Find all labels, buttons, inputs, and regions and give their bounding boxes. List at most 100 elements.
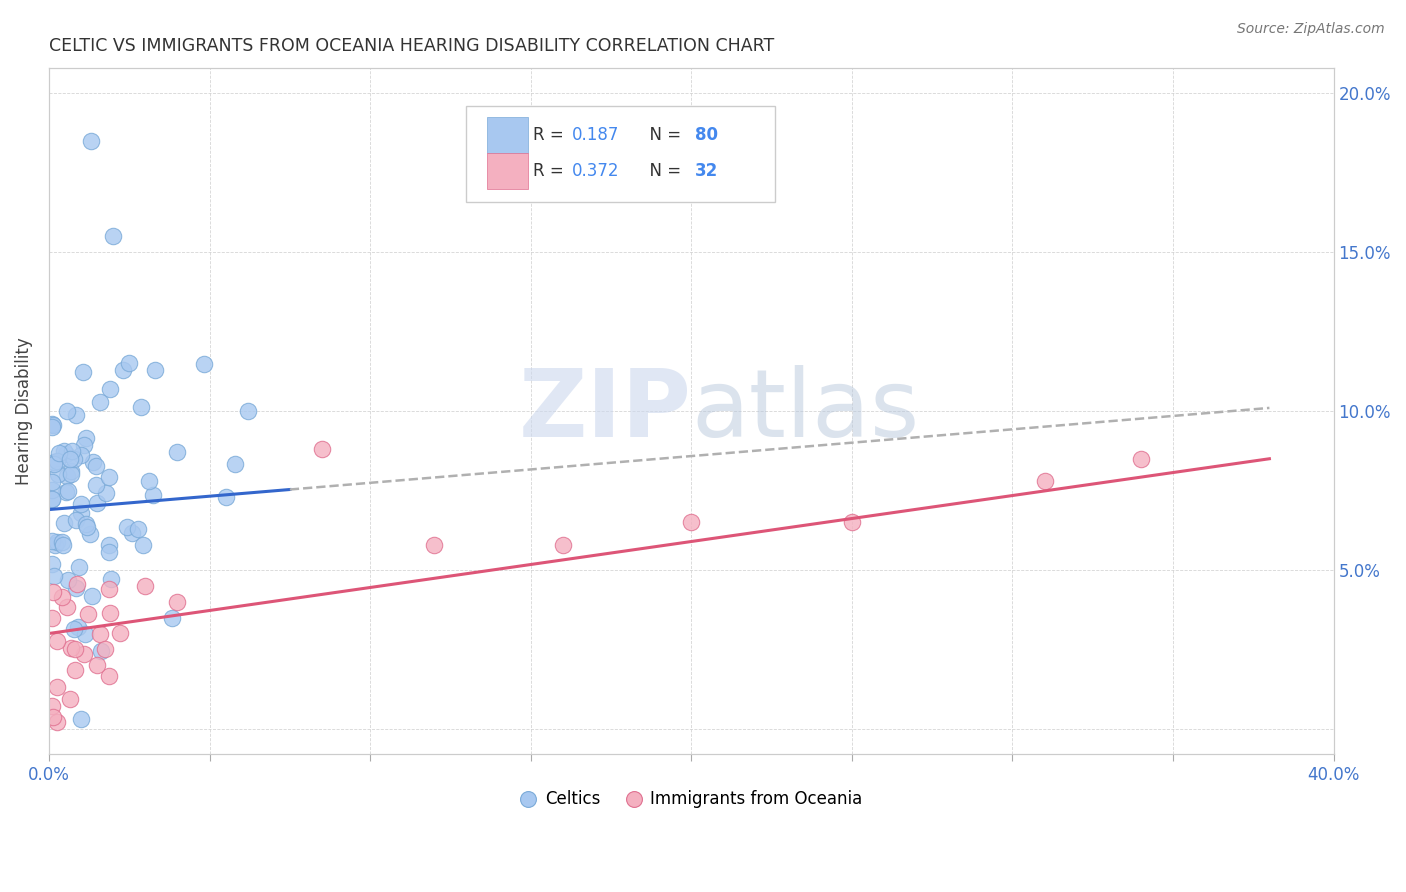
Point (55, 599, 77, 614)
Point (48, 446, 70, 460)
Point (41, 698, 63, 713)
Point (108, 626, 131, 640)
Point (55, 448, 77, 462)
Text: 80: 80 (695, 127, 718, 145)
Point (41, 611, 63, 625)
Point (51, 535, 73, 549)
Point (48, 467, 70, 481)
Point (82, 455, 104, 469)
Legend: Celtics, Immigrants from Oceania: Celtics, Immigrants from Oceania (513, 783, 869, 814)
Point (42, 710, 65, 724)
Point (60, 443, 83, 458)
Point (138, 475, 160, 489)
Point (65, 581, 87, 595)
Point (236, 404, 259, 418)
Point (97, 669, 120, 683)
Point (55, 485, 77, 500)
Point (41, 483, 63, 498)
Point (41, 420, 63, 434)
Point (121, 525, 143, 540)
Text: 0.372: 0.372 (572, 162, 619, 180)
FancyBboxPatch shape (467, 106, 775, 202)
Point (100, 572, 122, 586)
Point (841, 516, 863, 530)
Text: 0.187: 0.187 (572, 127, 619, 145)
Point (134, 579, 156, 593)
FancyBboxPatch shape (486, 153, 529, 189)
Point (73, 647, 96, 661)
Point (69, 448, 91, 462)
Point (65, 513, 87, 527)
Point (53, 516, 76, 530)
Point (42, 417, 65, 432)
Point (59, 640, 82, 655)
Point (41, 417, 63, 431)
Point (41, 491, 63, 506)
Point (1129, 451, 1152, 466)
Point (65, 408, 87, 422)
Point (86, 658, 108, 673)
Point (89, 394, 111, 409)
Point (75, 516, 97, 531)
Point (214, 490, 236, 504)
Point (84, 458, 107, 473)
Point (90, 644, 112, 658)
Point (193, 357, 215, 371)
Text: N =: N = (638, 127, 686, 145)
Point (56, 468, 79, 483)
Point (89, 626, 111, 640)
Point (131, 400, 153, 414)
Text: 32: 32 (695, 162, 718, 180)
Point (118, 355, 141, 369)
Text: atlas: atlas (692, 365, 920, 457)
Text: CELTIC VS IMMIGRANTS FROM OCEANIA HEARING DISABILITY CORRELATION CHART: CELTIC VS IMMIGRANTS FROM OCEANIA HEARIN… (49, 37, 775, 55)
Point (44, 538, 66, 552)
Point (59, 451, 82, 466)
Point (98, 607, 121, 621)
Point (166, 445, 188, 459)
Point (66, 577, 89, 591)
Point (62, 622, 84, 636)
Point (45, 681, 67, 695)
Text: ZIP: ZIP (519, 365, 692, 457)
Point (80, 134, 103, 148)
Point (63, 452, 86, 467)
Text: R =: R = (533, 162, 569, 180)
Point (84, 478, 107, 492)
Point (423, 537, 446, 551)
Point (111, 363, 134, 377)
Point (51, 590, 73, 604)
Point (67, 620, 90, 634)
Point (73, 438, 96, 452)
Point (63, 663, 86, 677)
Point (41, 475, 63, 489)
Text: Source: ZipAtlas.com: Source: ZipAtlas.com (1237, 22, 1385, 37)
Point (46, 634, 69, 648)
Text: N =: N = (638, 162, 686, 180)
Point (117, 520, 139, 534)
Point (103, 229, 125, 244)
Point (41, 533, 63, 548)
Point (131, 538, 153, 552)
Point (60, 464, 83, 478)
Point (127, 522, 149, 536)
Point (55, 404, 77, 418)
Point (75, 431, 97, 445)
Point (56, 484, 79, 499)
Point (58, 573, 80, 587)
Point (98, 545, 121, 559)
Point (45, 715, 67, 730)
Point (69, 712, 91, 726)
Point (42, 458, 65, 472)
Point (79, 527, 101, 541)
Point (143, 363, 166, 377)
Point (76, 520, 98, 534)
Point (86, 496, 108, 510)
Point (681, 516, 703, 530)
Point (42, 455, 65, 469)
Point (160, 611, 183, 625)
Point (311, 442, 333, 457)
Point (98, 470, 121, 484)
Point (551, 537, 574, 551)
Point (52, 444, 75, 458)
